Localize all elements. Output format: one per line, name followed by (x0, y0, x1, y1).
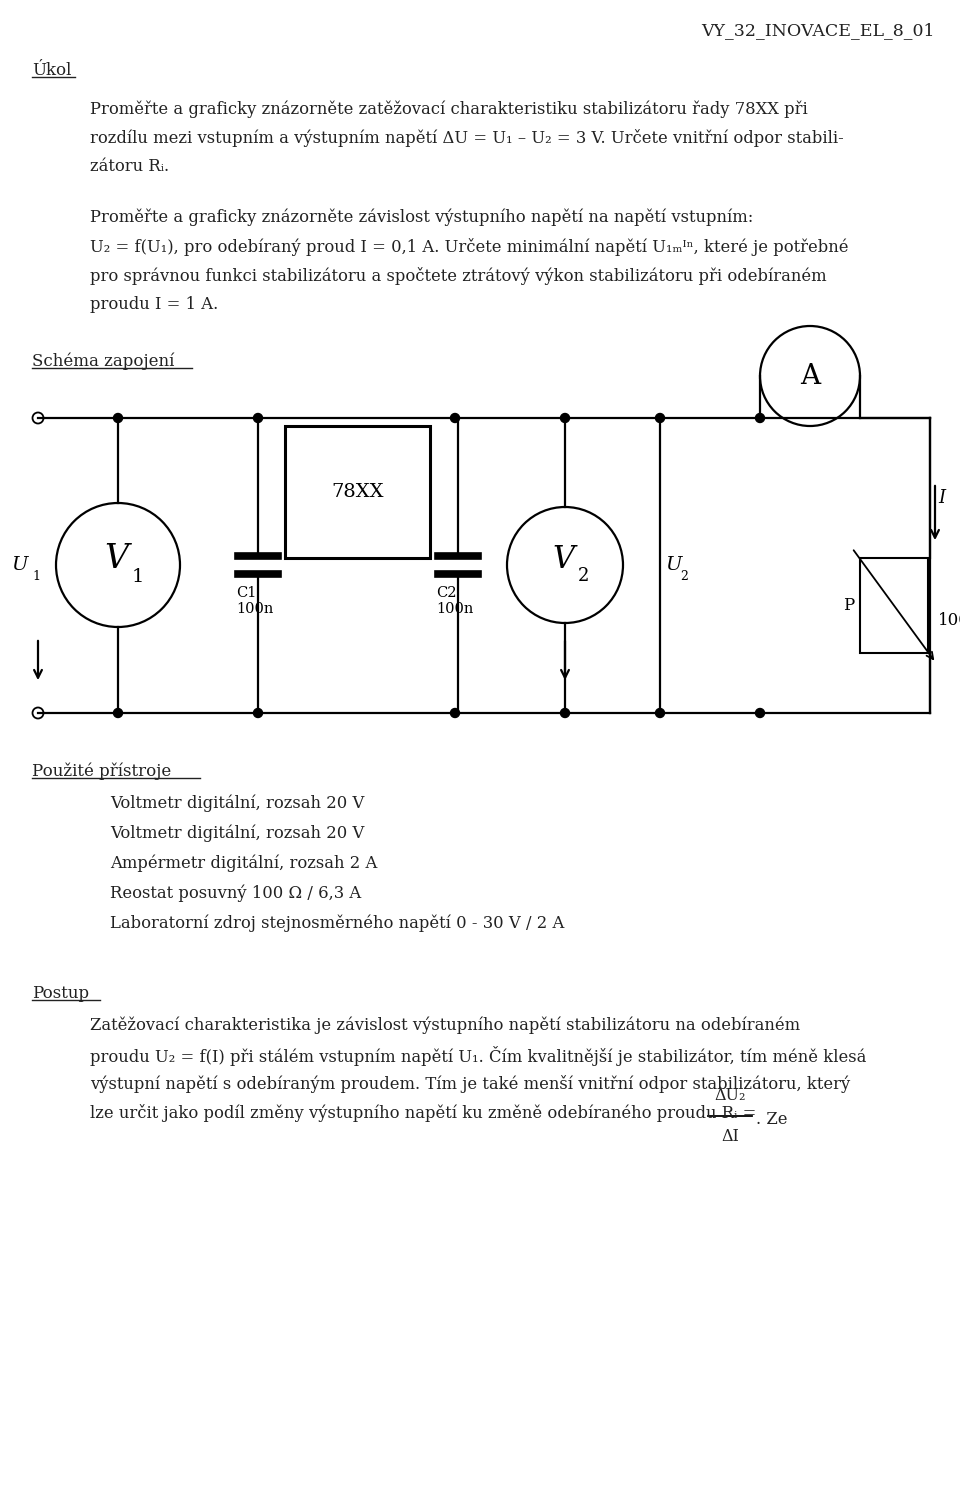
Text: ΔI: ΔI (721, 1129, 739, 1145)
Circle shape (561, 708, 569, 718)
Text: výstupní napětí s odebíraným proudem. Tím je také menší vnitřní odpor stabilizát: výstupní napětí s odebíraným proudem. Tí… (90, 1075, 851, 1093)
Circle shape (756, 708, 764, 718)
Circle shape (656, 413, 664, 422)
Text: ΔU₂: ΔU₂ (714, 1087, 746, 1103)
Text: 78XX: 78XX (331, 483, 384, 501)
Circle shape (113, 708, 123, 718)
Text: Proměřte a graficky znázorněte závislost výstupního napětí na napětí vstupním:: Proměřte a graficky znázorněte závislost… (90, 210, 754, 226)
Text: C1: C1 (236, 586, 256, 599)
Text: Schéma zapojení: Schéma zapojení (32, 352, 175, 370)
Text: 100n: 100n (436, 602, 473, 616)
Text: 2: 2 (680, 571, 688, 583)
Text: Úkol: Úkol (32, 62, 71, 79)
Text: proudu I = 1 A.: proudu I = 1 A. (90, 296, 218, 312)
Text: Proměřte a graficky znázorněte zatěžovací charakteristiku stabilizátoru řady 78X: Proměřte a graficky znázorněte zatěžovac… (90, 100, 807, 117)
Text: 1: 1 (32, 571, 40, 583)
Text: U: U (665, 556, 682, 574)
Text: Voltmetr digitální, rozsah 20 V: Voltmetr digitální, rozsah 20 V (110, 796, 365, 812)
Circle shape (253, 708, 262, 718)
Text: A: A (800, 363, 820, 390)
Circle shape (450, 413, 460, 422)
Text: I: I (938, 489, 946, 507)
Text: Ampérmetr digitální, rozsah 2 A: Ampérmetr digitální, rozsah 2 A (110, 855, 377, 873)
Text: U: U (12, 556, 28, 574)
Text: zátoru Rᵢ.: zátoru Rᵢ. (90, 158, 169, 175)
Text: . Ze: . Ze (756, 1111, 787, 1127)
Circle shape (756, 413, 764, 422)
Text: pro správnou funkci stabilizátoru a spočtete ztrátový výkon stabilizátoru při od: pro správnou funkci stabilizátoru a spoč… (90, 268, 827, 286)
Text: P: P (843, 596, 854, 614)
Circle shape (450, 708, 460, 718)
Text: 2: 2 (578, 567, 589, 584)
Text: Postup: Postup (32, 984, 89, 1002)
Bar (285, 425, 430, 558)
Text: Voltmetr digitální, rozsah 20 V: Voltmetr digitální, rozsah 20 V (110, 825, 365, 843)
Text: Reostat posuvný 100 Ω / 6,3 A: Reostat posuvný 100 Ω / 6,3 A (110, 885, 361, 903)
Circle shape (656, 708, 664, 718)
Text: VY_32_INOVACE_EL_8_01: VY_32_INOVACE_EL_8_01 (702, 22, 935, 39)
Text: 100n: 100n (236, 602, 274, 616)
Circle shape (253, 413, 262, 422)
Text: C2: C2 (436, 586, 457, 599)
Text: U₂ = f(U₁), pro odebíraný proud I = 0,1 A. Určete minimální napětí U₁ₘᴵⁿ, které : U₂ = f(U₁), pro odebíraný proud I = 0,1 … (90, 238, 849, 256)
Text: Zatěžovací charakteristika je závislost výstupního napětí stabilizátoru na odebí: Zatěžovací charakteristika je závislost … (90, 1017, 800, 1035)
Bar (860, 558, 928, 653)
Circle shape (113, 413, 123, 422)
Text: 1: 1 (132, 568, 144, 586)
Text: lze určit jako podíl změny výstupního napětí ku změně odebíraného proudu Rᵢ =: lze určit jako podíl změny výstupního na… (90, 1103, 756, 1123)
Text: proudu U₂ = f(I) při stálém vstupním napětí U₁. Čím kvalitnější je stabilizátor,: proudu U₂ = f(I) při stálém vstupním nap… (90, 1045, 866, 1066)
Text: 100: 100 (938, 613, 960, 629)
Text: rozdílu mezi vstupním a výstupním napětí ΔU = U₁ – U₂ = 3 V. Určete vnitřní odpo: rozdílu mezi vstupním a výstupním napětí… (90, 129, 844, 147)
Circle shape (561, 413, 569, 422)
Text: V: V (104, 543, 128, 575)
Text: V: V (552, 544, 574, 574)
Text: Použité přístroje: Použité přístroje (32, 763, 171, 781)
Text: Laboratorní zdroj stejnosměrného napětí 0 - 30 V / 2 A: Laboratorní zdroj stejnosměrného napětí … (110, 915, 564, 932)
